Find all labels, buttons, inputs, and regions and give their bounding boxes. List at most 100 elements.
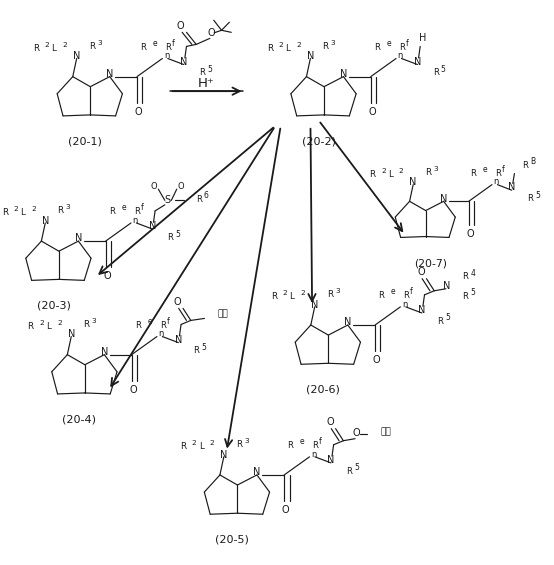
Text: 2: 2 <box>39 320 44 325</box>
Text: R: R <box>167 233 173 242</box>
Text: (20-3): (20-3) <box>37 301 70 311</box>
Text: (20-6): (20-6) <box>306 385 340 395</box>
Text: (20-1): (20-1) <box>68 137 102 146</box>
Text: e: e <box>391 287 395 296</box>
Text: (20-4): (20-4) <box>63 415 96 424</box>
Text: R: R <box>58 206 64 215</box>
Text: N: N <box>180 56 187 67</box>
Text: L: L <box>290 292 294 301</box>
Text: 2: 2 <box>278 41 283 47</box>
Text: 2: 2 <box>296 41 301 47</box>
Text: 3: 3 <box>66 205 70 210</box>
Text: R: R <box>312 441 318 450</box>
Text: R: R <box>89 42 95 51</box>
Text: R: R <box>403 291 409 300</box>
Text: S: S <box>165 195 171 205</box>
Text: 3: 3 <box>97 40 102 46</box>
Text: 烷基: 烷基 <box>380 428 391 437</box>
Text: L: L <box>20 208 25 218</box>
Text: 3: 3 <box>331 40 335 46</box>
Text: N: N <box>409 177 417 188</box>
Text: R: R <box>527 194 533 203</box>
Text: 4: 4 <box>470 268 475 277</box>
Text: R: R <box>495 169 501 178</box>
Text: O: O <box>466 229 474 240</box>
Text: 2: 2 <box>300 290 305 296</box>
Text: R: R <box>33 44 39 53</box>
Text: N: N <box>508 182 515 193</box>
Text: R: R <box>462 292 468 301</box>
Text: 2: 2 <box>381 168 386 173</box>
Text: f: f <box>502 165 505 174</box>
Text: O: O <box>104 271 111 281</box>
Text: e: e <box>483 165 487 174</box>
Text: N: N <box>148 221 156 231</box>
Text: f: f <box>167 317 170 326</box>
Text: R: R <box>236 440 242 449</box>
Text: R: R <box>180 442 186 451</box>
Text: f: f <box>319 437 322 446</box>
Text: (20-5): (20-5) <box>215 535 249 545</box>
Text: O: O <box>176 20 184 31</box>
Text: e: e <box>121 203 126 212</box>
Text: 3: 3 <box>434 166 438 172</box>
Text: e: e <box>152 39 157 48</box>
Text: N: N <box>340 69 347 79</box>
Text: (20-2): (20-2) <box>301 137 336 146</box>
Text: N: N <box>311 299 319 310</box>
Text: R: R <box>135 321 141 330</box>
Text: R: R <box>160 321 166 330</box>
Text: 2: 2 <box>63 41 67 47</box>
Text: e: e <box>386 39 391 48</box>
Text: R: R <box>346 467 352 476</box>
Text: B: B <box>531 157 536 166</box>
Text: 3: 3 <box>335 288 340 294</box>
Text: 5: 5 <box>535 191 540 200</box>
Text: R: R <box>28 322 34 331</box>
Text: N: N <box>440 194 447 203</box>
Text: N: N <box>253 467 260 477</box>
Text: N: N <box>42 216 49 226</box>
Text: R: R <box>193 346 199 355</box>
Text: N: N <box>175 335 182 345</box>
Text: R: R <box>327 290 333 299</box>
Text: R: R <box>140 43 146 52</box>
Text: N: N <box>68 329 75 340</box>
Text: O: O <box>135 107 142 117</box>
Text: n: n <box>132 216 138 225</box>
Text: R: R <box>370 170 376 179</box>
Text: 5: 5 <box>441 65 445 74</box>
Text: R: R <box>109 207 115 216</box>
Text: O: O <box>130 385 137 395</box>
Text: R: R <box>199 68 205 77</box>
Text: R: R <box>399 43 404 52</box>
Text: R: R <box>522 160 529 170</box>
Text: O: O <box>282 505 290 515</box>
Text: R: R <box>2 208 8 218</box>
Text: R: R <box>462 272 468 281</box>
Text: 2: 2 <box>399 168 404 173</box>
Text: O: O <box>368 107 376 117</box>
Text: 5: 5 <box>202 343 207 352</box>
Text: N: N <box>344 317 351 327</box>
Text: H: H <box>419 33 427 43</box>
Text: R: R <box>374 43 380 52</box>
Text: 2: 2 <box>44 41 49 47</box>
Text: R: R <box>378 291 384 300</box>
Text: 3: 3 <box>244 438 249 444</box>
Text: 5: 5 <box>176 229 181 238</box>
Text: f: f <box>172 39 175 48</box>
Text: R: R <box>322 42 329 51</box>
Text: n: n <box>398 51 403 60</box>
Text: 5: 5 <box>445 314 450 323</box>
Text: 2: 2 <box>209 440 214 446</box>
Text: N: N <box>106 69 114 79</box>
Text: (20-7): (20-7) <box>414 258 448 268</box>
Text: O: O <box>373 355 381 365</box>
Text: O: O <box>417 267 425 277</box>
Text: f: f <box>406 39 408 48</box>
Text: R: R <box>433 68 439 77</box>
Text: R: R <box>288 441 293 450</box>
Text: N: N <box>443 281 451 291</box>
Text: R: R <box>437 317 443 326</box>
